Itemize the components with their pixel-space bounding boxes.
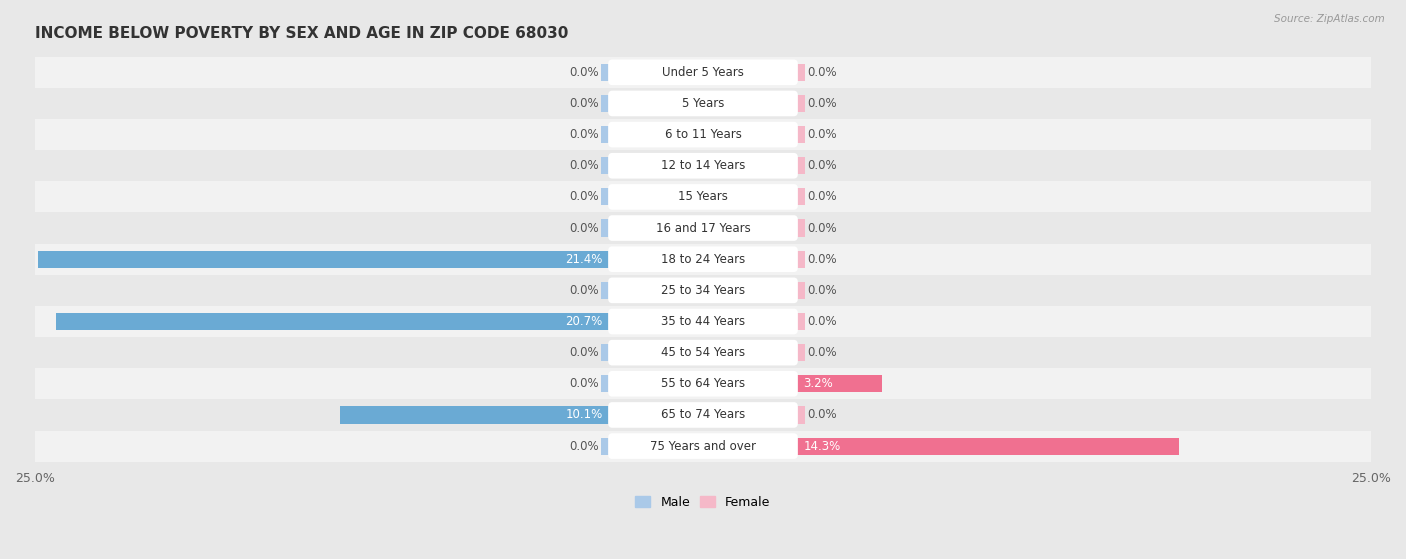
- Text: 20.7%: 20.7%: [565, 315, 603, 328]
- Bar: [35, 88, 1371, 119]
- Text: 0.0%: 0.0%: [807, 159, 837, 172]
- FancyBboxPatch shape: [609, 247, 797, 272]
- Bar: [35, 244, 1371, 275]
- Text: 0.0%: 0.0%: [807, 346, 837, 359]
- Bar: [797, 95, 804, 112]
- Text: 3.2%: 3.2%: [803, 377, 832, 390]
- FancyBboxPatch shape: [609, 184, 797, 210]
- Bar: [35, 57, 1371, 88]
- Bar: [602, 375, 609, 392]
- Legend: Male, Female: Male, Female: [630, 491, 776, 514]
- FancyBboxPatch shape: [609, 153, 797, 178]
- Text: Under 5 Years: Under 5 Years: [662, 66, 744, 79]
- Bar: [797, 220, 804, 236]
- Text: 0.0%: 0.0%: [569, 66, 599, 79]
- Text: 0.0%: 0.0%: [569, 97, 599, 110]
- FancyBboxPatch shape: [609, 59, 797, 85]
- Bar: [602, 126, 609, 143]
- Text: 0.0%: 0.0%: [807, 66, 837, 79]
- Bar: [797, 250, 804, 268]
- Text: 0.0%: 0.0%: [569, 284, 599, 297]
- Bar: [602, 282, 609, 299]
- Text: 6 to 11 Years: 6 to 11 Years: [665, 128, 741, 141]
- Text: 35 to 44 Years: 35 to 44 Years: [661, 315, 745, 328]
- Bar: [797, 157, 804, 174]
- FancyBboxPatch shape: [609, 278, 797, 303]
- Bar: [35, 306, 1371, 337]
- FancyBboxPatch shape: [609, 433, 797, 459]
- Bar: [797, 188, 804, 206]
- Bar: [797, 64, 804, 81]
- Bar: [56, 313, 609, 330]
- FancyBboxPatch shape: [609, 91, 797, 116]
- Text: 0.0%: 0.0%: [807, 221, 837, 235]
- FancyBboxPatch shape: [609, 340, 797, 366]
- Bar: [35, 212, 1371, 244]
- Bar: [602, 95, 609, 112]
- Text: 65 to 74 Years: 65 to 74 Years: [661, 409, 745, 421]
- Text: 0.0%: 0.0%: [807, 315, 837, 328]
- Text: 14.3%: 14.3%: [803, 439, 841, 453]
- Bar: [35, 181, 1371, 212]
- Text: 0.0%: 0.0%: [569, 439, 599, 453]
- Text: 0.0%: 0.0%: [569, 159, 599, 172]
- Text: 0.0%: 0.0%: [807, 284, 837, 297]
- Bar: [797, 282, 804, 299]
- Text: 15 Years: 15 Years: [678, 191, 728, 203]
- Text: 45 to 54 Years: 45 to 54 Years: [661, 346, 745, 359]
- Bar: [797, 344, 804, 361]
- Text: 0.0%: 0.0%: [807, 253, 837, 266]
- Bar: [35, 119, 1371, 150]
- Text: 18 to 24 Years: 18 to 24 Years: [661, 253, 745, 266]
- Bar: [35, 337, 1371, 368]
- Bar: [35, 150, 1371, 181]
- Text: Source: ZipAtlas.com: Source: ZipAtlas.com: [1274, 14, 1385, 24]
- Text: 10.1%: 10.1%: [565, 409, 603, 421]
- Text: INCOME BELOW POVERTY BY SEX AND AGE IN ZIP CODE 68030: INCOME BELOW POVERTY BY SEX AND AGE IN Z…: [35, 26, 568, 41]
- Text: 0.0%: 0.0%: [569, 377, 599, 390]
- Bar: [35, 430, 1371, 462]
- Bar: [602, 64, 609, 81]
- Text: 0.0%: 0.0%: [807, 97, 837, 110]
- Text: 25 to 34 Years: 25 to 34 Years: [661, 284, 745, 297]
- Text: 5 Years: 5 Years: [682, 97, 724, 110]
- Text: 21.4%: 21.4%: [565, 253, 603, 266]
- Bar: [797, 313, 804, 330]
- Text: 16 and 17 Years: 16 and 17 Years: [655, 221, 751, 235]
- Bar: [38, 250, 609, 268]
- Text: 0.0%: 0.0%: [569, 346, 599, 359]
- Bar: [797, 438, 1178, 454]
- FancyBboxPatch shape: [609, 402, 797, 428]
- FancyBboxPatch shape: [609, 309, 797, 334]
- Text: 0.0%: 0.0%: [807, 409, 837, 421]
- Text: 75 Years and over: 75 Years and over: [650, 439, 756, 453]
- Bar: [602, 220, 609, 236]
- Bar: [35, 399, 1371, 430]
- Text: 0.0%: 0.0%: [569, 191, 599, 203]
- Bar: [602, 344, 609, 361]
- Bar: [602, 188, 609, 206]
- Bar: [797, 126, 804, 143]
- Bar: [340, 406, 609, 424]
- Text: 0.0%: 0.0%: [569, 221, 599, 235]
- Text: 12 to 14 Years: 12 to 14 Years: [661, 159, 745, 172]
- Text: 0.0%: 0.0%: [807, 128, 837, 141]
- FancyBboxPatch shape: [609, 371, 797, 396]
- FancyBboxPatch shape: [609, 215, 797, 241]
- Bar: [602, 438, 609, 454]
- Bar: [35, 275, 1371, 306]
- Bar: [797, 375, 882, 392]
- Bar: [602, 157, 609, 174]
- Text: 0.0%: 0.0%: [569, 128, 599, 141]
- FancyBboxPatch shape: [609, 122, 797, 148]
- Text: 0.0%: 0.0%: [807, 191, 837, 203]
- Text: 55 to 64 Years: 55 to 64 Years: [661, 377, 745, 390]
- Bar: [35, 368, 1371, 399]
- Bar: [797, 406, 804, 424]
